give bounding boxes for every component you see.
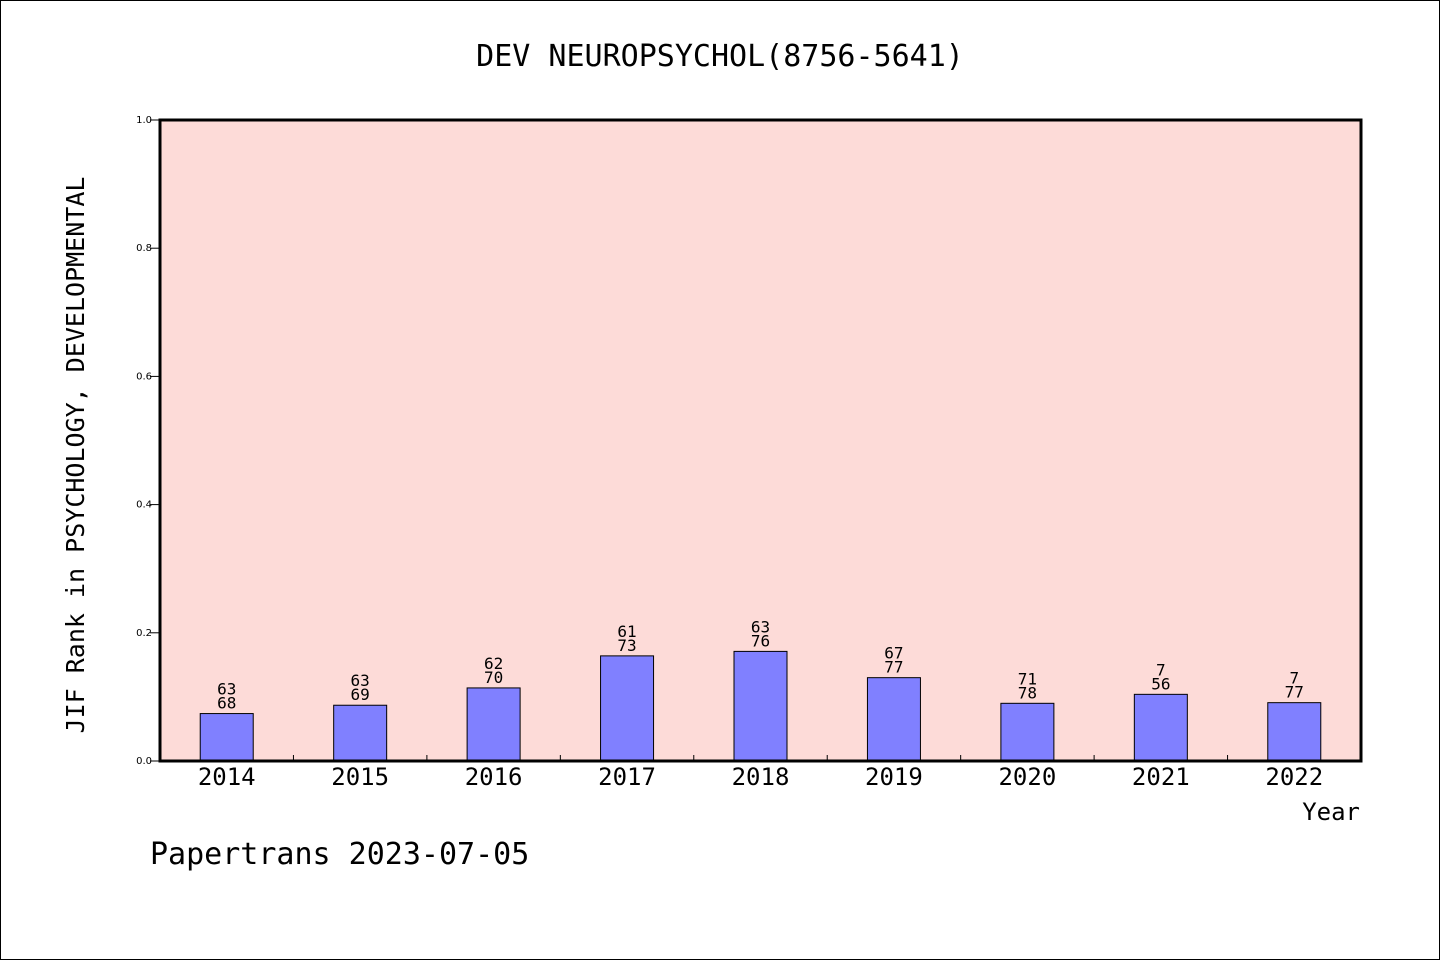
x-axis-label: Year — [1302, 798, 1360, 826]
y-axis-label: JIF Rank in PSYCHOLOGY, DEVELOPMENTAL — [61, 177, 90, 734]
x-axis: 2014 2015 2016 2017 2018 2019 2020 2021 2022 — [198, 755, 1323, 791]
x-tick-label: 2020 — [998, 763, 1056, 791]
rank-label: 61 — [617, 622, 636, 641]
x-tick-label: 2017 — [598, 763, 656, 791]
total-label: 68 — [217, 694, 236, 713]
x-tick-label: 2021 — [1132, 763, 1190, 791]
footer-credit: Papertrans 2023-07-05 — [150, 837, 529, 872]
y-axis: 0.0 0.2 0.4 0.6 0.8 1.0 — [136, 115, 160, 767]
y-tick-label: 0.0 — [136, 756, 152, 767]
total-label: 69 — [351, 685, 370, 704]
bar-2018 — [733, 650, 788, 762]
total-label: 77 — [884, 658, 903, 677]
bar-2015 — [333, 704, 388, 762]
rank-label: 67 — [884, 644, 903, 663]
x-tick-label: 2019 — [865, 763, 923, 791]
total-label: 76 — [751, 631, 770, 650]
y-tick-label: 1.0 — [136, 115, 152, 126]
rank-label: 63 — [751, 617, 770, 636]
plot-border — [158, 118, 1363, 763]
total-label: 78 — [1018, 683, 1037, 702]
bar-2021 — [1133, 693, 1188, 762]
rank-label: 71 — [1018, 669, 1037, 688]
total-label: 56 — [1151, 674, 1170, 693]
bar-2020 — [1000, 702, 1055, 762]
bar-2014 — [199, 713, 254, 762]
bar-2022 — [1267, 702, 1322, 762]
y-tick-label: 0.4 — [136, 500, 152, 511]
total-label: 70 — [484, 668, 503, 687]
y-tick-label: 0.2 — [136, 628, 152, 639]
bar-2019 — [866, 677, 921, 762]
x-tick-label: 2016 — [465, 763, 523, 791]
bar-2017 — [600, 655, 655, 762]
rank-label: 63 — [351, 671, 370, 690]
total-label: 73 — [617, 636, 636, 655]
x-tick-label: 2022 — [1265, 763, 1323, 791]
total-label: 77 — [1285, 683, 1304, 702]
bars — [199, 650, 1322, 762]
rank-label: 62 — [484, 654, 503, 673]
x-tick-label: 2014 — [198, 763, 256, 791]
bar-2016 — [466, 687, 521, 762]
rank-label: 7 — [1289, 669, 1299, 688]
chart-title: DEV NEUROPSYCHOL(8756-5641) — [476, 39, 964, 74]
y-tick-label: 0.8 — [136, 243, 152, 254]
rank-label: 63 — [217, 680, 236, 699]
x-tick-label: 2015 — [331, 763, 389, 791]
x-tick-label: 2018 — [732, 763, 790, 791]
rank-label: 7 — [1156, 660, 1166, 679]
y-tick-label: 0.6 — [136, 371, 152, 382]
